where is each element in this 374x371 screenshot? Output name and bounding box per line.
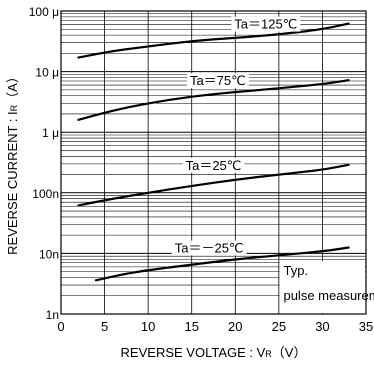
y-tick-label: 10n: [39, 247, 59, 261]
series-label: Ta＝－25℃: [175, 241, 244, 256]
x-tick-label: 15: [184, 319, 198, 334]
series-label: Ta＝75℃: [190, 73, 246, 88]
x-tick-label: 35: [359, 319, 373, 334]
series-curve: [77, 22, 350, 59]
annotation-typ: Typ.: [283, 263, 308, 278]
x-tick-label: 0: [57, 319, 64, 334]
y-tick-label: 1 μ: [42, 126, 59, 140]
series-curve: [94, 246, 350, 282]
x-tick-label: 10: [141, 319, 155, 334]
plot-frame: [60, 10, 367, 315]
label-layer: 0 5 10 15 20 25 30 35 1n 10n 100n 1 μ 10 μ 100 μ: [29, 5, 374, 334]
y-tick-label: 10 μ: [35, 66, 59, 80]
y-tick-label: 1n: [46, 308, 59, 322]
series-label-background: [182, 157, 245, 173]
x-tick-label: 25: [272, 319, 286, 334]
y-axis-title: REVERSE CURRENT : IR（A）: [5, 70, 20, 255]
series-curve: [77, 79, 350, 121]
x-tick-label: 30: [315, 319, 329, 334]
series-label-background: [171, 240, 247, 256]
series-label: Ta＝25℃: [186, 158, 242, 173]
y-tick-label: 100n: [32, 187, 59, 201]
annotation-pulse-measurement: pulse measurement: [283, 288, 374, 303]
annotation-box: Typ. pulse measurement: [279, 261, 374, 313]
series-label-background: [186, 73, 249, 89]
y-tick-label: 100 μ: [29, 5, 59, 19]
x-tick-label: 20: [228, 319, 242, 334]
x-axis-title: REVERSE VOLTAGE : VR（V）: [121, 345, 307, 360]
series-label-background: [231, 16, 301, 32]
series-label: Ta＝125℃: [234, 17, 297, 32]
series-layer: Ta＝125℃ Ta＝75℃ Ta＝25℃ Ta＝－25℃: [77, 16, 350, 282]
series-curve: [77, 163, 350, 207]
x-tick-label: 5: [101, 319, 108, 334]
